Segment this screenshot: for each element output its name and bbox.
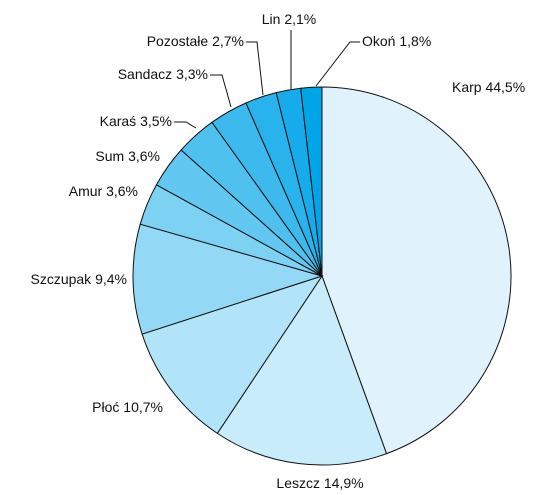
category-label: Karp	[452, 79, 482, 95]
slice-label: Amur 3,6%	[69, 183, 138, 199]
category-label: Okoń	[362, 33, 395, 49]
slice-label: Pozostałe 2,7%	[147, 33, 244, 49]
value-label: 44,5%	[485, 79, 525, 95]
value-label: 3,3%	[176, 66, 208, 82]
leader-line	[174, 121, 197, 129]
category-label: Karaś	[100, 113, 137, 129]
category-label: Płoć	[92, 399, 119, 415]
value-label: 9,4%	[95, 271, 127, 287]
leader-line	[315, 41, 360, 87]
slice-label: Lin 2,1%	[262, 11, 317, 27]
category-label: Amur	[69, 183, 103, 199]
slice-label: Sandacz 3,3%	[118, 66, 208, 82]
slice-label: Szczupak 9,4%	[30, 271, 127, 287]
value-label: 3,6%	[128, 148, 160, 164]
value-label: 2,7%	[212, 33, 244, 49]
slice-label: Okoń 1,8%	[362, 33, 431, 49]
category-label: Szczupak	[30, 271, 92, 287]
pie-slice	[132, 223, 324, 335]
slice-label: Karp 44,5%	[452, 79, 525, 95]
slice-label: Karaś 3,5%	[100, 113, 172, 129]
category-label: Lin	[262, 11, 281, 27]
slice-label: Płoć 10,7%	[92, 399, 163, 415]
value-label: 2,1%	[284, 11, 316, 27]
pie-slice	[216, 274, 388, 466]
pie-slice	[141, 275, 324, 435]
value-label: 1,8%	[399, 33, 431, 49]
leader-line	[210, 74, 232, 108]
leader-line	[246, 41, 264, 96]
slice-label: Sum 3,6%	[95, 148, 160, 164]
pie-slice	[321, 86, 512, 455]
value-label: 10,7%	[123, 399, 163, 415]
slice-label: Leszcz 14,9%	[276, 475, 363, 491]
category-label: Sandacz	[118, 66, 172, 82]
pie-slice	[300, 86, 323, 277]
value-label: 14,9%	[324, 475, 364, 491]
category-label: Sum	[95, 148, 124, 164]
category-label: Pozostałe	[147, 33, 209, 49]
value-label: 3,5%	[140, 113, 172, 129]
value-label: 3,6%	[106, 183, 138, 199]
category-label: Leszcz	[276, 475, 320, 491]
